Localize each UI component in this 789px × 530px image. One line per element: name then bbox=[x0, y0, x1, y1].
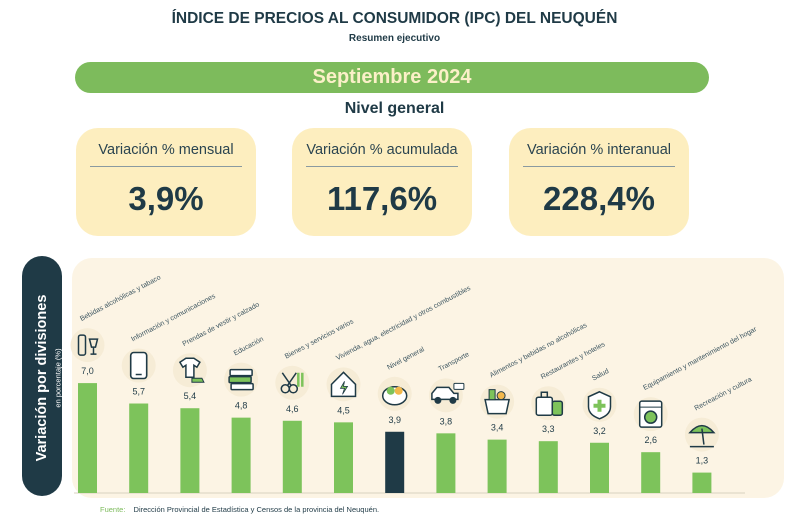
level-title: Nivel general bbox=[344, 100, 445, 117]
icon-part bbox=[484, 398, 511, 415]
health-shield-icon bbox=[587, 390, 612, 420]
icon-part bbox=[281, 372, 297, 387]
bar-8 bbox=[436, 433, 456, 493]
card-value: 3,9% bbox=[128, 180, 204, 217]
category-label: Vivienda, agua, electricidad y otros com… bbox=[335, 285, 472, 362]
report-subtitle: Resumen ejecutivo bbox=[348, 33, 441, 44]
monthly-variation-card: Variación % mensual 3,9% bbox=[76, 128, 256, 236]
data-label: 7,0 bbox=[81, 366, 94, 376]
data-label: 4,8 bbox=[235, 401, 248, 411]
icon-part bbox=[386, 386, 395, 395]
bar-13 bbox=[692, 472, 712, 493]
category-label: Educación bbox=[233, 336, 265, 358]
data-label: 4,5 bbox=[337, 405, 350, 415]
icon-part bbox=[540, 391, 549, 398]
period-banner: Septiembre 2024 bbox=[75, 62, 709, 93]
icon-part bbox=[453, 382, 465, 390]
source-text: Dirección Provincial de Estadística y Ce… bbox=[133, 505, 380, 514]
bar-1 bbox=[78, 383, 97, 493]
icon-part bbox=[394, 386, 403, 395]
bottle-glass-icon bbox=[77, 334, 99, 356]
icon-part bbox=[339, 381, 349, 395]
category-label: Salud bbox=[591, 368, 610, 383]
icon-part bbox=[191, 377, 205, 383]
icon-part bbox=[381, 386, 408, 406]
beach-umbrella-icon bbox=[688, 424, 716, 448]
icon-part bbox=[129, 351, 148, 380]
card-label: Variación % acumulada bbox=[306, 142, 458, 158]
bar-3 bbox=[180, 408, 200, 493]
card-label: Variación % mensual bbox=[98, 142, 234, 158]
category-label: Recreación y cultura bbox=[694, 376, 754, 412]
scissors-brush-icon bbox=[280, 372, 304, 394]
chart-side-label bbox=[22, 256, 62, 496]
category-label: Nivel general bbox=[386, 346, 426, 372]
report-title: ÍNDICE DE PRECIOS AL CONSUMIDOR (IPC) DE… bbox=[171, 10, 618, 27]
data-label: 3,4 bbox=[491, 423, 504, 433]
data-label: 3,3 bbox=[542, 424, 555, 434]
icon-part bbox=[643, 410, 658, 424]
source-label: Fuente: bbox=[100, 505, 126, 514]
icon-part bbox=[496, 391, 506, 401]
luggage-icon bbox=[535, 391, 564, 416]
bar-4 bbox=[231, 417, 251, 493]
icon-part bbox=[229, 368, 253, 377]
icon-part bbox=[228, 375, 252, 384]
card-label: Variación % interanual bbox=[526, 142, 671, 158]
icon-bg bbox=[275, 365, 310, 400]
icon-part bbox=[88, 338, 99, 355]
icon-bg bbox=[70, 328, 105, 363]
bar-2 bbox=[129, 403, 149, 493]
bar-11 bbox=[590, 442, 609, 493]
period-label: Septiembre 2024 bbox=[312, 66, 472, 88]
car-icon bbox=[431, 382, 465, 404]
icon-part bbox=[701, 428, 705, 445]
category-label: Transporte bbox=[438, 351, 471, 373]
icon-part bbox=[535, 396, 554, 416]
data-label: 3,2 bbox=[593, 426, 606, 436]
category-label: Bebidas alcohólicas y tabaco bbox=[79, 274, 162, 323]
bar-6 bbox=[334, 422, 353, 493]
bar-9 bbox=[487, 439, 507, 493]
card-divider bbox=[306, 166, 458, 167]
data-label: 4,6 bbox=[286, 404, 299, 414]
icon-part bbox=[178, 357, 201, 378]
source-note: Fuente: Dirección Provincial de Estadíst… bbox=[100, 505, 379, 514]
bar-7 bbox=[385, 431, 405, 493]
category-label: Alimentos y bebidas no alcohólicas bbox=[489, 322, 589, 380]
icon-part bbox=[449, 396, 457, 404]
bar-12 bbox=[641, 452, 661, 493]
card-divider bbox=[90, 166, 242, 167]
data-label: 1,3 bbox=[696, 456, 709, 466]
icon-part bbox=[230, 382, 254, 391]
bar-5 bbox=[282, 420, 302, 493]
card-divider bbox=[523, 166, 675, 167]
card-value: 117,6% bbox=[326, 180, 438, 217]
data-label: 3,8 bbox=[440, 416, 453, 426]
smartphone-icon bbox=[129, 351, 148, 380]
icon-part bbox=[431, 386, 459, 401]
icon-part bbox=[551, 400, 564, 416]
accumulated-variation-card: Variación % acumulada 117,6% bbox=[292, 128, 472, 236]
clothing-icon bbox=[178, 357, 205, 383]
data-label: 5,4 bbox=[184, 391, 197, 401]
data-label: 2,6 bbox=[644, 435, 657, 445]
books-icon bbox=[228, 368, 254, 391]
food-basket-icon bbox=[381, 386, 408, 406]
house-utilities-icon bbox=[330, 371, 357, 398]
icon-part bbox=[593, 399, 606, 412]
icon-part bbox=[488, 389, 496, 401]
icon-part bbox=[297, 372, 304, 387]
icon-part bbox=[434, 396, 442, 404]
interannual-variation-card: Variación % interanual 228,4% bbox=[509, 128, 689, 236]
data-label: 3,9 bbox=[388, 415, 401, 425]
bar-10 bbox=[538, 441, 558, 493]
data-label: 5,7 bbox=[132, 387, 145, 397]
groceries-icon bbox=[484, 389, 511, 415]
icon-part bbox=[77, 334, 87, 356]
icon-part bbox=[288, 384, 299, 394]
washing-machine-icon bbox=[638, 400, 663, 428]
card-value: 228,4% bbox=[543, 180, 655, 217]
